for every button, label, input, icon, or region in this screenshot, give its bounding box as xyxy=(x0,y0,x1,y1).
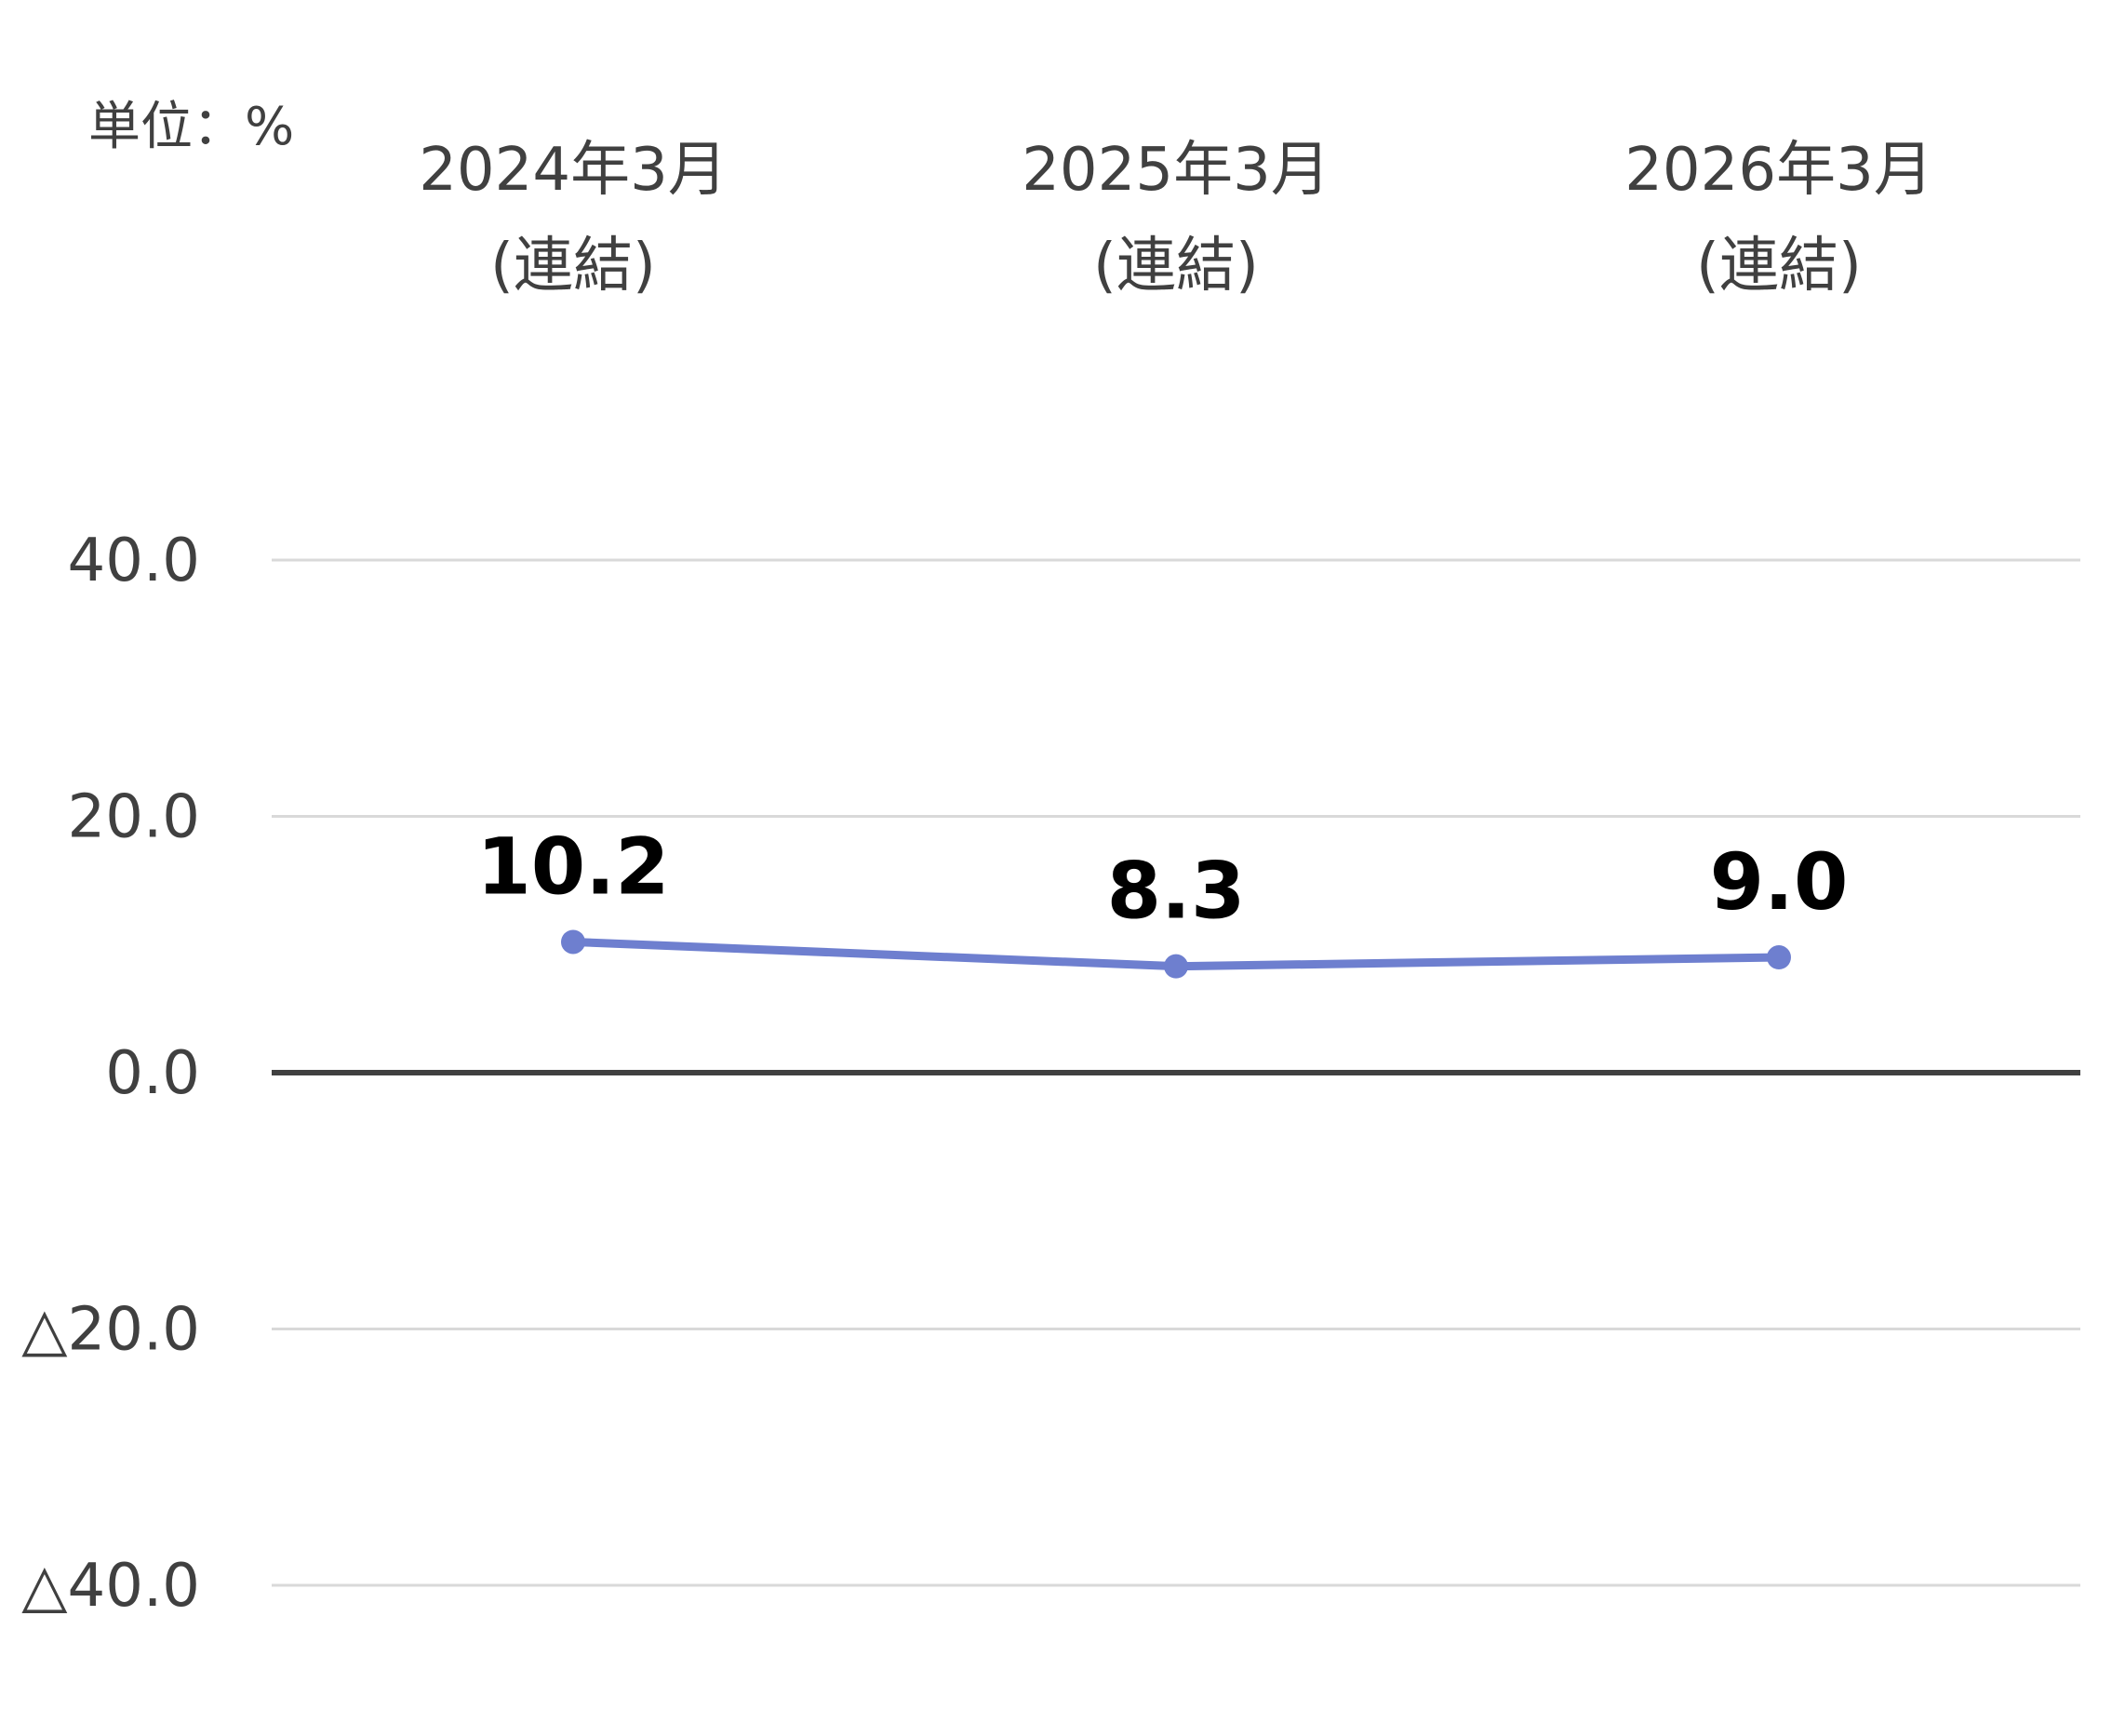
gridlines xyxy=(272,558,2080,1587)
category-label: (連結) xyxy=(1093,232,1259,300)
y-tick-label: △40.0 xyxy=(21,1552,200,1621)
data-point xyxy=(561,929,585,955)
category-labels: 2024年3月 (連結) 2025年3月 (連結) 2026年3月 (連結) xyxy=(419,136,1933,300)
data-point xyxy=(1164,954,1188,979)
data-labels: 10.2 8.3 9.0 xyxy=(476,821,1848,936)
y-tick-label: 40.0 xyxy=(68,527,201,595)
series xyxy=(561,929,1791,979)
category-label: 2024年3月 xyxy=(419,136,728,205)
category-label: (連結) xyxy=(490,232,656,300)
category-label: 2026年3月 xyxy=(1624,136,1933,205)
data-point xyxy=(1767,945,1791,970)
category-label: (連結) xyxy=(1696,232,1862,300)
data-label: 8.3 xyxy=(1107,846,1246,937)
data-label: 10.2 xyxy=(476,821,669,912)
unit-label: 単位：% xyxy=(88,97,294,157)
y-tick-label: 20.0 xyxy=(68,783,201,852)
y-tick-label: △20.0 xyxy=(21,1296,200,1365)
category-label: 2025年3月 xyxy=(1022,136,1330,205)
y-axis-tick-labels: 40.0 20.0 0.0 △20.0 △40.0 xyxy=(21,527,200,1621)
data-label: 9.0 xyxy=(1710,836,1849,928)
y-tick-label: 0.0 xyxy=(105,1039,200,1108)
